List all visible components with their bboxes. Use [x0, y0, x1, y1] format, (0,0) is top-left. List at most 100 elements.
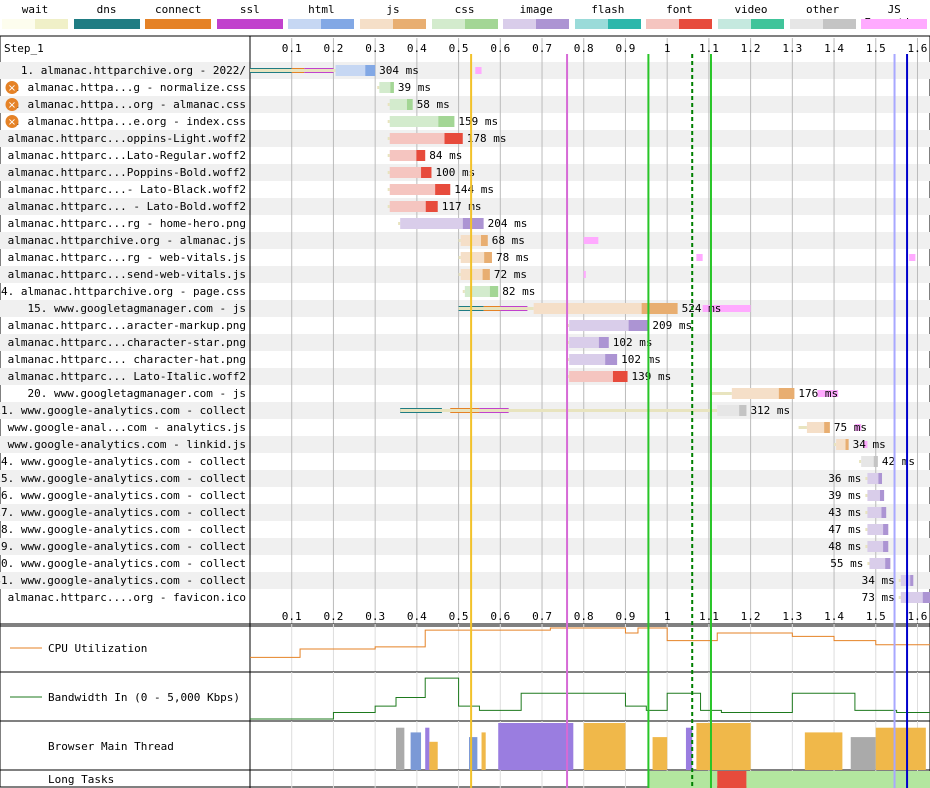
- tick-label-bottom: 0.3: [365, 610, 385, 623]
- request-label: 26. www.google-analytics.com - collect: [0, 489, 246, 502]
- bar-download: [462, 218, 484, 229]
- legend-label: other: [806, 3, 840, 16]
- request-label: 19. almanac.httparc... Lato-Italic.woff2: [0, 370, 246, 383]
- request-duration: 48 ms: [828, 540, 861, 553]
- request-label: 2. almanac.httpa...g - normalize.css: [8, 81, 246, 94]
- bar-download: [481, 235, 488, 246]
- request-duration: 312 ms: [750, 404, 790, 417]
- bar-ttfb: [867, 490, 880, 501]
- tick-label-bottom: 1.3: [782, 610, 802, 623]
- request-label: 24. www.google-analytics.com - collect: [0, 455, 246, 468]
- bar-ttfb: [389, 184, 436, 195]
- row-background: [0, 504, 930, 521]
- bar-ttfb: [867, 541, 884, 552]
- request-duration: 72 ms: [494, 268, 527, 281]
- bar-download: [824, 422, 830, 433]
- request-label: 5. almanac.httparc...oppins-Light.woff2: [0, 132, 246, 145]
- request-row: 8. almanac.httparc...- Lato-Black.woff2 1…: [0, 183, 494, 196]
- tick-label-top: 1.6: [908, 42, 928, 55]
- bar-js-execution: [583, 271, 586, 278]
- tick-label-bottom: 1.5: [866, 610, 886, 623]
- main-thread-activity: [410, 732, 422, 770]
- bar-ttfb: [389, 133, 445, 144]
- legend-label: wait: [21, 3, 49, 16]
- legend-item-flash: flash: [574, 0, 641, 34]
- bar-js-execution: [817, 390, 839, 397]
- request-label: 3. almanac.httpa...org - almanac.css: [8, 98, 246, 111]
- request-row: 20. www.googletagmanager.com - js 176 ms: [27, 387, 839, 400]
- request-label: 7. almanac.httparc...Poppins-Bold.woff2: [0, 166, 246, 179]
- bar-ttfb: [900, 592, 923, 603]
- request-row: 32. almanac.httparc....org - favicon.ico…: [0, 591, 930, 604]
- bar-js-execution: [909, 254, 916, 261]
- request-duration: 524 ms: [682, 302, 722, 315]
- bar-wait: [798, 426, 807, 429]
- bar-download: [484, 252, 492, 263]
- legend-swatch: [861, 19, 928, 29]
- request-duration: 43 ms: [828, 506, 861, 519]
- request-duration: 34 ms: [853, 438, 886, 451]
- bar-ttfb: [900, 575, 911, 586]
- request-label: 30. www.google-analytics.com - collect: [0, 557, 246, 570]
- bar-wait: [250, 69, 336, 72]
- bar-ttfb: [460, 252, 485, 263]
- request-row: 12. almanac.httparc...rg - web-vitals.js…: [0, 251, 916, 264]
- legend-swatch: [431, 19, 498, 29]
- request-row: 14. almanac.httparchive.org - page.css 82…: [0, 285, 535, 298]
- bar-ttfb: [731, 388, 779, 399]
- request-duration: 176 ms: [798, 387, 838, 400]
- bar-wait: [387, 103, 390, 106]
- tick-label-top: 1.5: [866, 42, 886, 55]
- request-duration: 42 ms: [882, 455, 915, 468]
- tick-label-bottom: 1.1: [699, 610, 719, 623]
- request-row: 19. almanac.httparc... Lato-Italic.woff2…: [0, 370, 671, 383]
- bar-wait: [567, 375, 570, 378]
- main-thread-label: Browser Main Thread: [48, 740, 174, 753]
- bar-ttfb: [389, 167, 422, 178]
- bar-ttfb: [389, 99, 407, 110]
- request-duration: 102 ms: [613, 336, 653, 349]
- bar-wait: [865, 477, 868, 480]
- legend-item-connect: connect: [145, 0, 212, 34]
- bandwidth-label: Bandwidth In (0 - 5,000 Kbps): [48, 691, 240, 704]
- tick-label-top: 0.5: [449, 42, 469, 55]
- bar-wait: [458, 273, 461, 276]
- legend-swatch: [288, 19, 355, 29]
- bar-wait: [387, 205, 390, 208]
- request-row: 29. www.google-analytics.com - collect 48…: [0, 540, 889, 553]
- bar-download: [883, 541, 889, 552]
- long-task-block: [648, 771, 718, 788]
- main-thread-activity: [498, 723, 574, 770]
- tick-label-bottom: 1.6: [908, 610, 928, 623]
- tick-label-top: 0.2: [323, 42, 343, 55]
- bar-ttfb: [867, 473, 879, 484]
- bar-js-execution: [583, 237, 599, 244]
- tick-label-top: 0.8: [574, 42, 594, 55]
- request-duration: 139 ms: [632, 370, 672, 383]
- bandwidth-line: [250, 677, 930, 720]
- request-duration: 100 ms: [435, 166, 475, 179]
- row-background: [0, 130, 930, 147]
- bar-js-execution: [475, 67, 482, 74]
- request-row: 31. www.google-analytics.com - collect 34…: [0, 574, 914, 587]
- request-duration: 102 ms: [621, 353, 661, 366]
- legend-swatch: [216, 19, 283, 29]
- row-background: [0, 538, 930, 555]
- legend-item-video: video: [718, 0, 784, 34]
- bar-wait: [377, 86, 380, 89]
- tick-label-top: 0.7: [532, 42, 552, 55]
- bar-download: [641, 303, 678, 314]
- legend-item-js-execution: JS Execution: [861, 0, 928, 34]
- request-row: 21. www.google-analytics.com - collect 31…: [0, 404, 790, 417]
- request-duration: 73 ms: [862, 591, 895, 604]
- request-duration: 204 ms: [488, 217, 528, 230]
- bar-download: [416, 150, 426, 161]
- request-row: 3. almanac.httpa...org - almanac.css× 58 …: [5, 98, 450, 111]
- legend-label: connect: [155, 3, 202, 16]
- tick-label-top: 1: [664, 42, 671, 55]
- legend-item-wait: wait: [2, 0, 68, 34]
- bar-ttfb: [806, 422, 825, 433]
- chart-frame: [0, 35, 930, 788]
- request-row: 25. www.google-analytics.com - collect 36…: [0, 472, 883, 485]
